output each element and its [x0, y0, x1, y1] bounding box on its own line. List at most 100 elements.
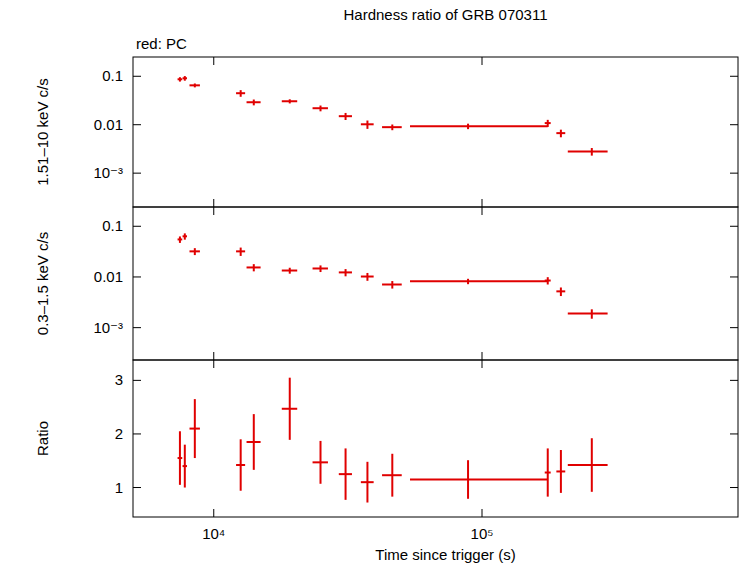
data-point [568, 309, 608, 318]
x-error-bar [189, 84, 199, 86]
x-error-bar [568, 150, 608, 152]
x-tick [482, 57, 483, 65]
y-tick [133, 173, 141, 174]
x-error-bar [178, 78, 183, 80]
x-error-bar [247, 266, 261, 268]
data-point [282, 378, 297, 440]
y-tick [730, 226, 738, 227]
x-tick [213, 207, 214, 215]
x-tick [213, 352, 214, 360]
x-error-bar [313, 107, 328, 109]
data-point [313, 441, 328, 484]
y-tick [730, 433, 738, 434]
x-error-bar [339, 473, 352, 475]
x-tick [482, 352, 483, 360]
data-point [568, 148, 608, 156]
x-error-bar [282, 408, 297, 410]
data-point [183, 445, 187, 488]
data-point [178, 77, 183, 81]
x-error-bar [236, 464, 245, 466]
plot-frame [133, 57, 738, 207]
y-axis-label: 1.51–10 keV c/s [34, 78, 51, 186]
data-point [361, 121, 374, 129]
data-point [361, 273, 374, 281]
data-point [247, 264, 261, 271]
data-point [545, 277, 551, 284]
data-point [382, 281, 402, 289]
x-error-bar [313, 267, 328, 269]
data-point [282, 268, 297, 274]
x-tick [213, 57, 214, 65]
x-error-bar [410, 280, 548, 282]
x-error-bar [410, 125, 548, 127]
x-error-bar [410, 478, 548, 480]
data-point [247, 414, 261, 470]
x-error-bar [556, 132, 565, 134]
data-point [545, 448, 551, 496]
x-error-bar [556, 470, 565, 472]
legend-entry: red: PC [136, 35, 187, 52]
x-tick [213, 199, 214, 207]
plot-frame [133, 207, 738, 360]
y-tick [133, 76, 141, 77]
y-tick-label: 0.01 [94, 116, 123, 133]
data-point [189, 399, 199, 458]
y-tick [730, 76, 738, 77]
y-tick [133, 380, 141, 381]
y-tick-label: 10⁻³ [93, 164, 123, 181]
plot-area [178, 233, 608, 318]
x-error-bar [282, 270, 297, 272]
data-point [178, 431, 183, 485]
x-error-bar [568, 313, 608, 315]
data-point [410, 279, 548, 284]
x-error-bar [247, 101, 261, 103]
x-tick [482, 199, 483, 207]
y-tick [730, 327, 738, 328]
y-tick-label: 10⁻³ [93, 319, 123, 336]
data-point [313, 106, 328, 112]
x-error-bar [236, 92, 245, 94]
data-point [382, 454, 402, 497]
data-point [556, 287, 565, 296]
x-tick [482, 360, 483, 368]
data-point [410, 124, 548, 129]
x-error-bar [183, 77, 187, 79]
x-error-bar [545, 280, 551, 282]
data-point [382, 125, 402, 131]
data-point [282, 99, 297, 103]
x-tick [213, 509, 214, 517]
chart: 10⁻³ 0.01 0.1 Hardness ratio of GRB 070311 1… [0, 0, 742, 566]
x-tick [213, 360, 214, 368]
data-point [183, 76, 187, 81]
x-error-bar [361, 276, 374, 278]
data-point [236, 439, 245, 490]
data-point [556, 130, 565, 138]
x-error-bar [282, 100, 297, 102]
x-tick [482, 509, 483, 517]
y-tick [133, 276, 141, 277]
data-point [313, 265, 328, 272]
y-tick [133, 327, 141, 328]
y-tick-label: 0.1 [102, 67, 123, 84]
title: Hardness ratio of GRB 070311 [343, 6, 547, 23]
data-point [236, 90, 245, 97]
data-point [236, 248, 245, 256]
x-error-bar [382, 283, 402, 285]
data-point [545, 120, 551, 127]
x-error-bar [313, 461, 328, 463]
x-error-bar [361, 481, 374, 483]
data-point [339, 448, 352, 499]
x-error-bar [178, 238, 183, 240]
plot-area [178, 378, 608, 503]
y-tick [730, 276, 738, 277]
x-error-bar [545, 122, 551, 124]
y-tick [133, 487, 141, 488]
data-point [189, 83, 199, 87]
x-error-bar [183, 235, 187, 237]
data-point [247, 100, 261, 106]
x-error-bar [189, 250, 199, 252]
y-tick [730, 124, 738, 125]
data-point [361, 462, 374, 503]
x-error-bar [247, 441, 261, 443]
y-tick-label: 0.1 [102, 217, 123, 234]
